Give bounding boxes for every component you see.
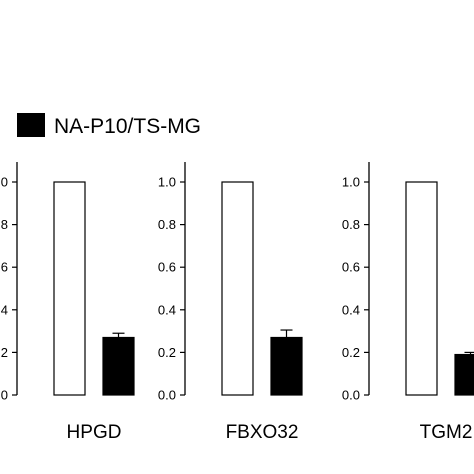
y-tick-label: 0.4 [0,302,8,317]
y-tick-label: 0.6 [158,260,176,275]
gene-label: TGM2 [420,422,473,443]
y-tick-label: 0.0 [342,388,360,403]
bar [221,181,254,396]
gene-label: FBXO32 [226,422,299,443]
legend-swatch [17,113,45,137]
bar [53,181,86,396]
bar [405,181,438,396]
chart-panel-fbxo32: 0.0 0.2 0.4 0.6 0.8 1.0 FBXO32 [158,162,303,443]
bar [454,353,474,396]
y-tick-label: 0.0 [158,388,176,403]
y-tick-label: 0.0 [0,388,8,403]
y-tick-label: 0.4 [342,302,360,317]
chart-panel-hpgd: 0.0 0.2 0.4 0.6 0.8 1.0 HPGD [0,162,135,443]
y-tick-label: 0.6 [0,260,8,275]
y-tick-label: 0.6 [342,260,360,275]
y-tick-label: 0.8 [342,217,360,232]
legend: NA-P10/TS-MG [17,113,201,138]
y-tick-label: 0.8 [158,217,176,232]
y-tick-label: 0.2 [158,345,176,360]
chart-panel-tgm2: 0.0 0.2 0.4 0.6 0.8 1.0 TGM2 [342,162,474,443]
legend-label: NA-P10/TS-MG [54,115,201,138]
y-tick-label: 1.0 [342,175,360,190]
gene-label: HPGD [67,422,122,443]
y-tick-label: 0.4 [158,302,176,317]
y-tick-label: 1.0 [0,175,8,190]
bar [102,336,135,396]
chart-panels: 0.0 0.2 0.4 0.6 0.8 1.0 HPGD 0.0 0.2 0.4 0.6 0.8 1.0… [0,162,474,443]
bar [270,336,303,396]
y-tick-label: 0.2 [0,345,8,360]
y-tick-label: 1.0 [158,175,176,190]
y-tick-label: 0.2 [342,345,360,360]
y-tick-label: 0.8 [0,217,8,232]
